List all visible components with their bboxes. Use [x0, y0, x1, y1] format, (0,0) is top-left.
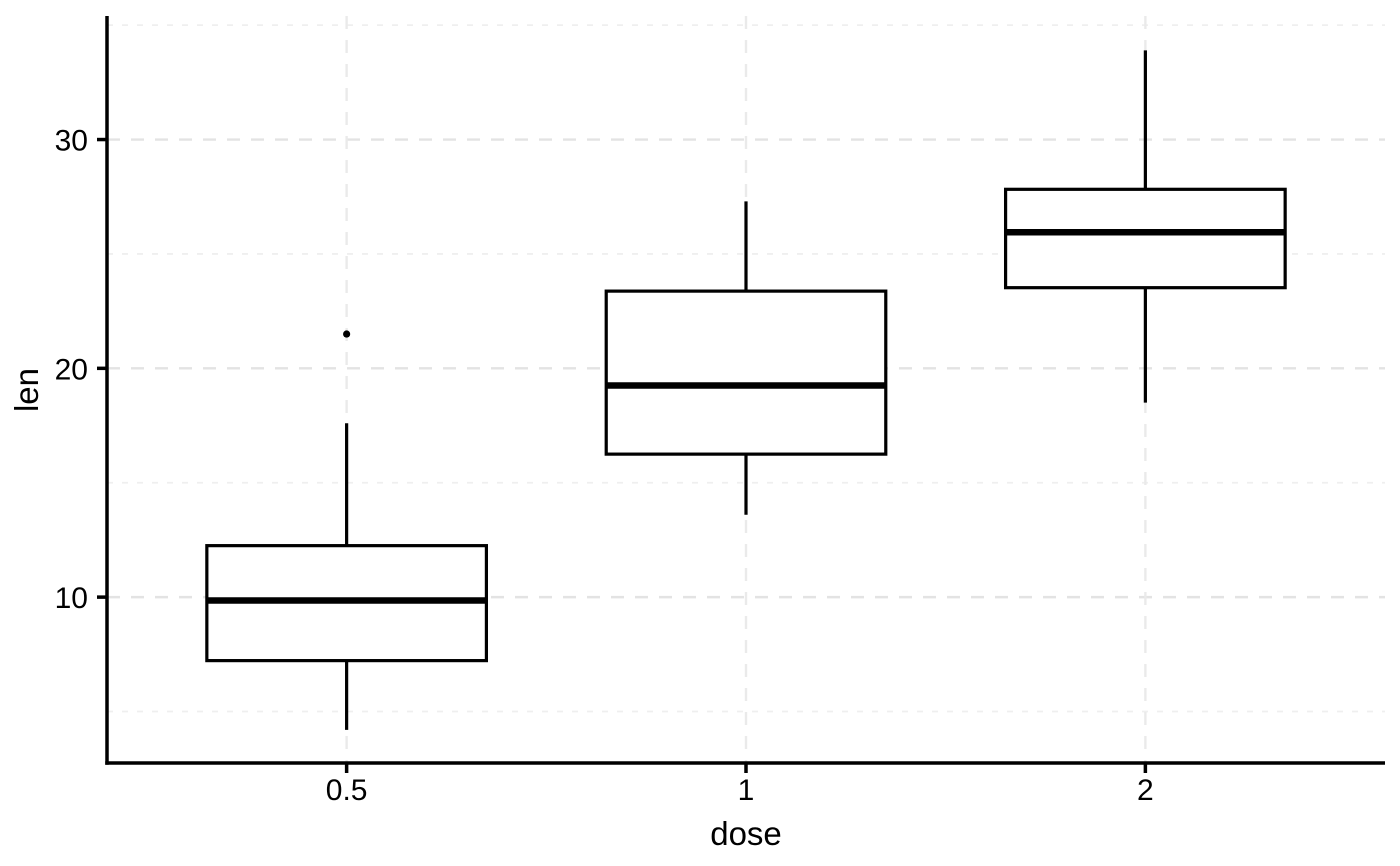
boxplots-layer	[205, 50, 1287, 730]
boxplot-dose-1	[604, 201, 888, 515]
x-tick-label: 2	[1137, 774, 1154, 807]
boxplot-dose-0.5	[205, 330, 489, 730]
axes-layer	[97, 16, 1385, 773]
x-axis-title: dose	[710, 815, 782, 852]
outlier-point	[343, 330, 351, 338]
y-tick-label: 30	[55, 125, 88, 158]
y-tick-label: 10	[55, 582, 88, 615]
boxplot-dose-2	[1003, 50, 1287, 403]
y-axis-title: len	[8, 368, 45, 412]
y-tick-label: 20	[55, 353, 88, 386]
iqr-box	[1003, 187, 1287, 290]
tick-labels-layer: 10 20 30 0.5 1 2	[55, 125, 1154, 807]
iqr-box	[604, 289, 888, 456]
x-tick-label: 1	[738, 774, 755, 807]
x-tick-label: 0.5	[326, 774, 368, 807]
